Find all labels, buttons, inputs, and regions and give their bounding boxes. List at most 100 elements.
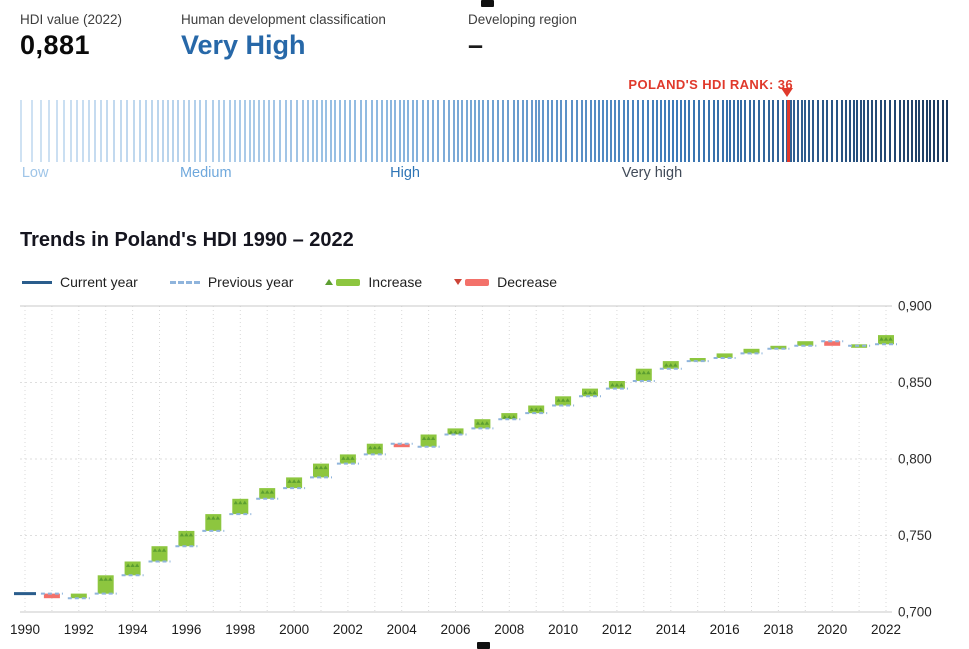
country-hdi-line bbox=[740, 100, 743, 162]
country-hdi-line bbox=[87, 100, 90, 162]
country-hdi-line bbox=[826, 100, 829, 162]
hdi-bar-1992[interactable] bbox=[70, 593, 87, 599]
country-hdi-line bbox=[526, 100, 529, 162]
hdi-value-block: HDI value (2022) 0,881 bbox=[20, 12, 122, 61]
increase-marker-icon bbox=[507, 415, 512, 419]
hdi-bar-2017[interactable] bbox=[743, 348, 760, 354]
country-hdi-line bbox=[301, 100, 304, 162]
x-axis-tick-label: 1994 bbox=[118, 622, 149, 637]
country-hdi-line bbox=[560, 100, 563, 162]
country-hdi-line bbox=[320, 100, 323, 162]
country-hdi-line bbox=[248, 100, 251, 162]
country-hdi-line bbox=[530, 100, 533, 162]
country-hdi-line bbox=[550, 100, 553, 162]
increase-marker-icon bbox=[560, 398, 566, 402]
increase-marker-icon bbox=[103, 577, 108, 581]
country-hdi-line bbox=[925, 100, 928, 162]
country-hdi-line bbox=[708, 100, 711, 162]
hdi-bar-2015[interactable] bbox=[689, 358, 706, 362]
increase-marker-icon bbox=[350, 456, 355, 460]
country-hdi-line bbox=[167, 100, 170, 162]
country-hdi-line bbox=[338, 100, 341, 162]
country-hdi-line bbox=[177, 100, 180, 162]
increase-marker-icon bbox=[152, 548, 158, 552]
decrease-icon bbox=[454, 278, 490, 286]
country-hdi-line bbox=[831, 100, 834, 162]
country-hdi-line bbox=[844, 100, 847, 162]
country-hdi-line bbox=[721, 100, 724, 162]
x-axis-tick-label: 2010 bbox=[548, 622, 578, 637]
country-hdi-line bbox=[893, 100, 896, 162]
country-hdi-line bbox=[394, 100, 397, 162]
country-hdi-line bbox=[416, 100, 419, 162]
country-hdi-line bbox=[385, 100, 388, 162]
country-hdi-line bbox=[929, 100, 932, 162]
country-hdi-line bbox=[555, 100, 558, 162]
country-hdi-line bbox=[311, 100, 314, 162]
country-hdi-line bbox=[675, 100, 678, 162]
country-hdi-line bbox=[875, 100, 878, 162]
x-axis-tick-label: 1990 bbox=[10, 622, 40, 637]
country-hdi-line bbox=[848, 100, 851, 162]
x-axis-tick-label: 1998 bbox=[225, 622, 255, 637]
country-hdi-line bbox=[69, 100, 72, 162]
hdi-bar-1991[interactable] bbox=[43, 593, 60, 599]
increase-marker-icon bbox=[368, 445, 373, 450]
country-hdi-line bbox=[106, 100, 109, 162]
increase-marker-icon bbox=[484, 421, 490, 425]
country-hdi-line bbox=[426, 100, 429, 162]
country-hdi-line bbox=[729, 100, 732, 162]
hdi-scale-strip bbox=[20, 100, 950, 162]
y-axis-tick-label: 0,850 bbox=[898, 375, 932, 390]
increase-marker-icon bbox=[614, 383, 620, 387]
country-hdi-line bbox=[683, 100, 686, 162]
country-hdi-line bbox=[502, 100, 505, 162]
country-hdi-line bbox=[867, 100, 870, 162]
country-hdi-line bbox=[871, 100, 874, 162]
country-hdi-line bbox=[457, 100, 460, 162]
country-hdi-line bbox=[151, 100, 154, 162]
hdi-bar-2016[interactable] bbox=[716, 353, 733, 358]
hdi-bar-2005[interactable] bbox=[420, 434, 437, 447]
country-hdi-line bbox=[223, 100, 226, 162]
country-hdi-line bbox=[306, 100, 309, 162]
hdi-bar-2018[interactable] bbox=[770, 345, 787, 350]
developing-region-value: – bbox=[468, 30, 484, 60]
country-hdi-line bbox=[461, 100, 464, 162]
y-axis-tick-label: 0,700 bbox=[898, 605, 932, 620]
increase-marker-icon bbox=[314, 465, 319, 470]
crop-artifact-bottom bbox=[477, 642, 490, 649]
country-hdi-line bbox=[688, 100, 691, 162]
increase-marker-icon bbox=[583, 390, 588, 395]
country-hdi-line bbox=[744, 100, 747, 162]
hdi-bar-2020[interactable] bbox=[824, 341, 841, 346]
country-hdi-line bbox=[651, 100, 654, 162]
country-hdi-line bbox=[903, 100, 906, 162]
hdi-trend-chart[interactable]: 0,700 0,750 0,800 0,850 0,900 1990 1992 1994 199… bbox=[0, 296, 969, 649]
country-hdi-line bbox=[187, 100, 190, 162]
country-hdi-line bbox=[182, 100, 185, 162]
country-hdi-line bbox=[856, 100, 859, 162]
hdi-value-label: HDI value (2022) bbox=[20, 12, 123, 27]
country-hdi-line bbox=[733, 100, 735, 162]
increase-marker-icon bbox=[457, 430, 463, 434]
increase-marker-icon bbox=[475, 421, 481, 425]
hdi-bar-2004[interactable] bbox=[393, 443, 410, 448]
country-hdi-line bbox=[354, 100, 357, 162]
hdi-bar-2013[interactable] bbox=[635, 368, 652, 381]
country-hdi-line bbox=[93, 100, 96, 162]
hdi-scale-category-labels: Low Medium High Very high bbox=[20, 165, 950, 185]
country-hdi-line bbox=[343, 100, 346, 162]
increase-marker-icon bbox=[641, 370, 646, 375]
dashed-line-icon bbox=[169, 280, 200, 284]
increase-marker-icon bbox=[377, 445, 382, 450]
increase-marker-icon bbox=[430, 436, 436, 440]
country-hdi-line bbox=[100, 100, 103, 162]
increase-marker-icon bbox=[619, 383, 624, 387]
increase-marker-icon bbox=[341, 456, 346, 460]
country-hdi-line bbox=[370, 100, 373, 162]
country-hdi-line bbox=[594, 100, 597, 162]
hdi-bar-2019[interactable] bbox=[797, 341, 814, 346]
country-hdi-line bbox=[193, 100, 196, 162]
country-hdi-line bbox=[262, 100, 265, 162]
